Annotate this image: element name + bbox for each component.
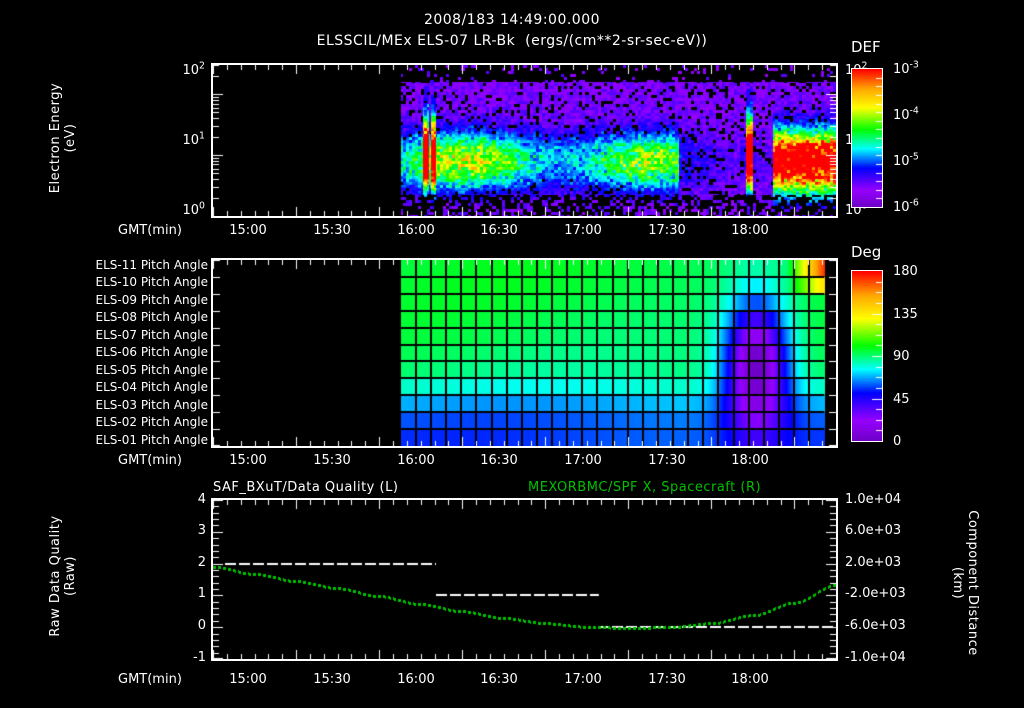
panel3-ytick-left-4: 4 — [197, 492, 206, 507]
electron-energy-spectrogram-panel[interactable] — [211, 63, 838, 218]
row-label-els-07: ELS-07 Pitch Angle — [95, 328, 208, 342]
panel2-xlabel: GMT(min) — [118, 453, 182, 468]
panel1-ylabel: Electron Energy (eV) — [48, 82, 78, 194]
panel3-xtick-1800: 18:00 — [731, 672, 769, 687]
def-colorbar-label-1e-5: 10-5 — [893, 151, 919, 169]
row-label-els-04: ELS-04 Pitch Angle — [95, 380, 208, 394]
panel3-ytick-right-neg1e4: -1.0e+04 — [845, 650, 906, 665]
panel3-ytick-left-3: 3 — [197, 523, 206, 538]
deg-colorbar-label-0: 0 — [893, 434, 902, 449]
panel1-xtick-1530: 15:30 — [313, 223, 351, 238]
panel3-ytick-right-6e3: 6.0e+03 — [845, 523, 902, 538]
panel3-ytick-right-1e4: 1.0e+04 — [845, 492, 902, 507]
panel3-ytick-right-2e3: 2.0e+03 — [845, 555, 902, 570]
panel1-ytick-left-1e0: 100 — [182, 200, 206, 218]
row-label-els-11: ELS-11 Pitch Angle — [95, 258, 208, 272]
plot-title-dataset: ELSSCIL/MEx ELS-07 LR-Bk (ergs/(cm**2-sr… — [316, 33, 708, 49]
row-label-els-03: ELS-03 Pitch Angle — [95, 398, 208, 412]
panel3-ytick-left-2: 2 — [197, 555, 206, 570]
panel3-ytick-left-0: 0 — [197, 618, 206, 633]
deg-colorbar-label-90: 90 — [893, 349, 910, 364]
panel3-xtick-1730: 17:30 — [648, 672, 686, 687]
panel3-ytick-right-neg2e3: -2.0e+03 — [845, 586, 906, 601]
panel2-xtick-1500: 15:00 — [229, 453, 267, 468]
def-colorbar-label-1e-4: 10-4 — [893, 105, 919, 123]
row-label-els-05: ELS-05 Pitch Angle — [95, 363, 208, 377]
deg-colorbar-label-135: 135 — [893, 307, 918, 322]
panel3-right-title: MEXORBMC/SPF X, Spacecraft (R) — [528, 480, 762, 495]
panel1-xtick-1600: 16:00 — [397, 223, 435, 238]
row-label-els-10: ELS-10 Pitch Angle — [95, 275, 208, 289]
panel3-xtick-1600: 16:00 — [397, 672, 435, 687]
spectrogram-canvas — [213, 65, 836, 216]
panel3-left-title: SAF_BXuT/Data Quality (L) — [213, 480, 399, 495]
def-colorbar-title: DEF — [851, 38, 881, 56]
panel3-ytick-left-1: 1 — [197, 586, 206, 601]
def-colorbar-label-1e-6: 10-6 — [893, 197, 919, 215]
panel3-xtick-1500: 15:00 — [229, 672, 267, 687]
panel3-xtick-1630: 16:30 — [480, 672, 518, 687]
row-label-els-09: ELS-09 Pitch Angle — [95, 293, 208, 307]
panel2-xtick-1800: 18:00 — [731, 453, 769, 468]
panel1-xtick-1730: 17:30 — [648, 223, 686, 238]
row-label-els-01: ELS-01 Pitch Angle — [95, 433, 208, 447]
row-label-els-02: ELS-02 Pitch Angle — [95, 415, 208, 429]
panel3-ylabel-right: Component Distance (km) — [950, 510, 980, 656]
def-colorbar-label-1e-3: 10-3 — [893, 59, 919, 77]
panel1-xtick-1700: 17:00 — [564, 223, 602, 238]
panel2-xtick-1600: 16:00 — [397, 453, 435, 468]
panel1-ytick-left-1e1: 101 — [182, 130, 206, 148]
panel3-ytick-left-neg1: -1 — [193, 650, 206, 665]
deg-colorbar-label-180: 180 — [893, 264, 918, 279]
row-label-els-08: ELS-08 Pitch Angle — [95, 310, 208, 324]
panel1-xtick-1800: 18:00 — [731, 223, 769, 238]
panel1-xlabel: GMT(min) — [118, 223, 182, 238]
line-plot-canvas — [213, 500, 836, 659]
panel3-xtick-1700: 17:00 — [564, 672, 602, 687]
panel3-xlabel: GMT(min) — [118, 672, 182, 687]
deg-colorbar — [851, 270, 883, 442]
def-colorbar — [851, 68, 883, 208]
panel3-ylabel-left: Raw Data Quality (Raw) — [48, 515, 78, 637]
row-label-els-06: ELS-06 Pitch Angle — [95, 345, 208, 359]
data-quality-distance-panel[interactable] — [211, 498, 838, 661]
deg-colorbar-title: Deg — [851, 243, 882, 261]
panel3-ytick-right-neg6e3: -6.0e+03 — [845, 618, 906, 633]
panel1-xtick-1500: 15:00 — [229, 223, 267, 238]
deg-colorbar-label-45: 45 — [893, 392, 910, 407]
panel3-xtick-1530: 15:30 — [313, 672, 351, 687]
panel1-ytick-left-1e2: 102 — [182, 60, 206, 78]
panel2-xtick-1630: 16:30 — [480, 453, 518, 468]
pitch-angle-canvas — [213, 260, 836, 446]
pitch-angle-panel[interactable] — [211, 258, 838, 448]
panel2-xtick-1530: 15:30 — [313, 453, 351, 468]
panel2-xtick-1700: 17:00 — [564, 453, 602, 468]
plot-title-datetime: 2008/183 14:49:00.000 — [423, 12, 601, 28]
panel1-xtick-1630: 16:30 — [480, 223, 518, 238]
panel2-xtick-1730: 17:30 — [648, 453, 686, 468]
